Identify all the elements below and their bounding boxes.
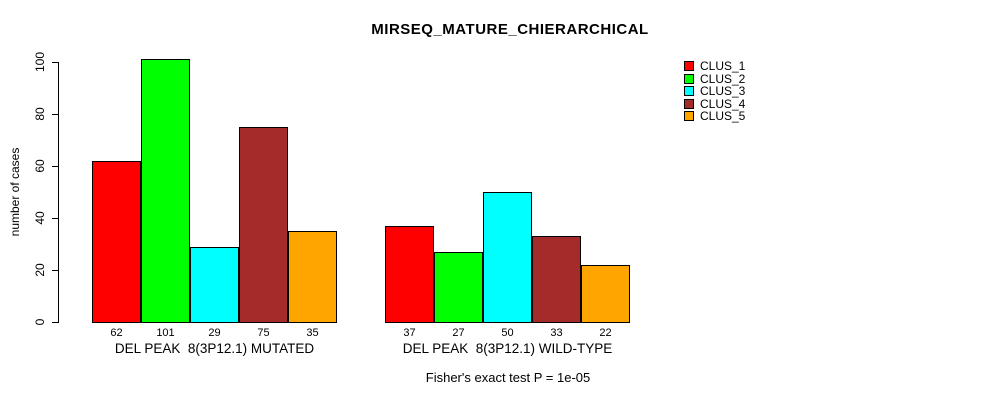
bar-clus_5-group2 bbox=[581, 264, 630, 323]
y-tick-label: 100 bbox=[33, 51, 47, 73]
legend-swatch-icon bbox=[684, 73, 694, 84]
y-tick-mark bbox=[52, 166, 58, 167]
bar-value-label: 29 bbox=[208, 327, 221, 339]
legend-swatch-icon bbox=[684, 61, 694, 72]
bar-clus_3-group1 bbox=[190, 246, 239, 323]
group-label-wild-type: DEL PEAK 8(3P12.1) WILD-TYPE bbox=[402, 341, 613, 356]
legend-label: CLUS_5 bbox=[700, 109, 746, 123]
bar-value-label: 35 bbox=[306, 327, 319, 339]
y-axis-line bbox=[58, 62, 59, 323]
bar-value-label: 62 bbox=[110, 327, 123, 339]
legend-label: CLUS_2 bbox=[700, 71, 746, 86]
y-tick-label: 20 bbox=[33, 263, 47, 277]
chart-title: MIRSEQ_MATURE_CHIERARCHICAL bbox=[371, 21, 649, 38]
legend-row: CLUS_2 bbox=[684, 71, 746, 86]
y-tick-mark bbox=[52, 270, 58, 271]
y-tick-mark bbox=[52, 218, 58, 219]
legend-row: CLUS_3 bbox=[684, 85, 745, 98]
bar-value-label: 33 bbox=[550, 327, 563, 339]
legend-swatch-icon bbox=[684, 86, 694, 97]
bar-value-label: 27 bbox=[452, 327, 465, 339]
fisher-test-annotation: Fisher's exact test P = 1e-05 bbox=[425, 370, 591, 385]
bar-value-label: 37 bbox=[403, 327, 416, 339]
legend-label: CLUS_1 bbox=[700, 59, 746, 73]
legend-label: CLUS_3 bbox=[700, 84, 746, 98]
legend-row: CLUS_1 bbox=[684, 60, 745, 73]
bar-value-label: 101 bbox=[156, 327, 175, 339]
bar-clus_4-group1 bbox=[239, 127, 288, 323]
y-tick-mark bbox=[52, 322, 58, 323]
y-tick-label: 60 bbox=[33, 159, 47, 173]
bar-value-label: 75 bbox=[257, 327, 270, 339]
legend: CLUS_1 CLUS_2 CLUS_3 CLUS_4 CLUS_5 bbox=[684, 60, 745, 123]
y-tick-label: 80 bbox=[33, 107, 47, 121]
bar-clus_2-group2 bbox=[434, 251, 483, 323]
bar-clus_2-group1 bbox=[141, 59, 190, 323]
bar-clus_5-group1 bbox=[288, 231, 337, 323]
y-axis-title: number of cases bbox=[8, 147, 22, 237]
bar-clus_1-group2 bbox=[385, 225, 434, 323]
y-tick-mark bbox=[52, 62, 58, 63]
bar-clus_3-group2 bbox=[483, 192, 532, 323]
legend-label: CLUS_4 bbox=[700, 96, 746, 111]
legend-swatch-icon bbox=[684, 111, 694, 122]
y-tick-label: 0 bbox=[33, 318, 47, 326]
bar-value-label: 50 bbox=[501, 327, 514, 339]
bar-clus_4-group2 bbox=[532, 236, 581, 323]
bar-clus_1-group1 bbox=[92, 160, 141, 323]
legend-row: CLUS_4 bbox=[684, 96, 746, 111]
legend-swatch-icon bbox=[684, 98, 694, 109]
y-tick-mark bbox=[52, 114, 58, 115]
bar-value-label: 22 bbox=[599, 327, 612, 339]
group-label-mutated: DEL PEAK 8(3P12.1) MUTATED bbox=[114, 341, 315, 356]
y-tick-label: 40 bbox=[33, 211, 47, 225]
legend-row: CLUS_5 bbox=[684, 110, 745, 123]
